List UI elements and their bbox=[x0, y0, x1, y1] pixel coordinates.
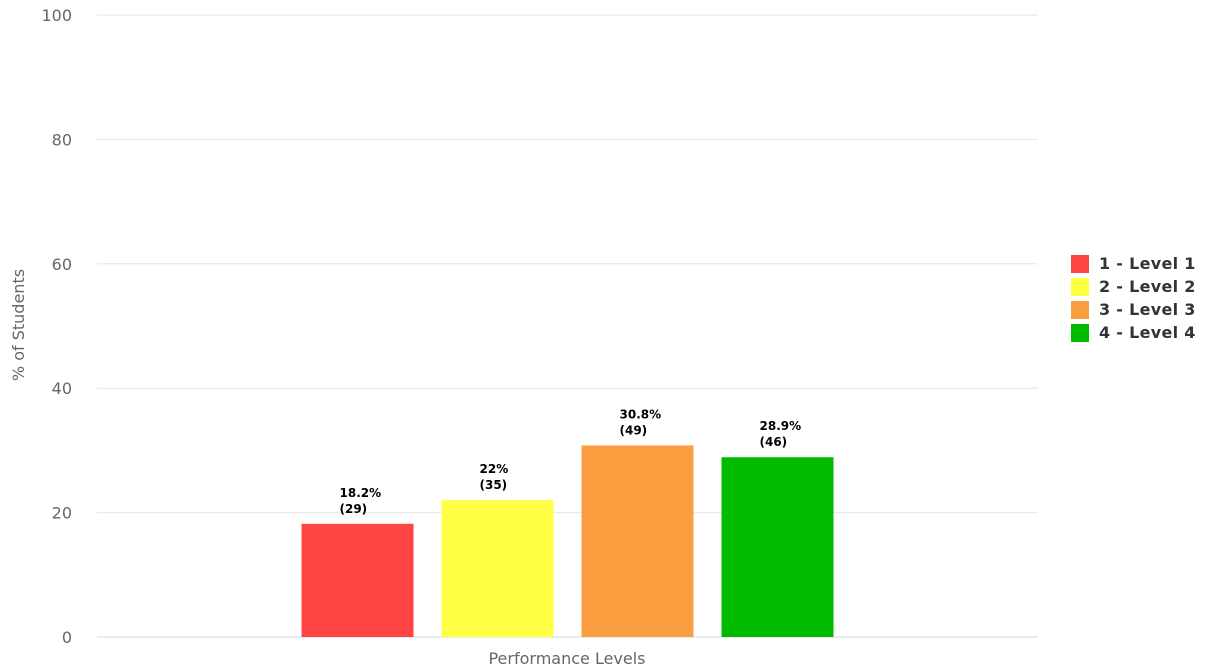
y-tick-label: 80 bbox=[52, 130, 72, 149]
legend-swatch bbox=[1071, 323, 1089, 342]
legend-item-level-4[interactable]: 4 - Level 4 bbox=[1071, 321, 1196, 344]
legend-swatch bbox=[1071, 300, 1089, 319]
legend-label: 3 - Level 3 bbox=[1099, 300, 1196, 319]
legend-item-level-3[interactable]: 3 - Level 3 bbox=[1071, 298, 1196, 321]
y-tick-label: 0 bbox=[62, 628, 72, 647]
bars bbox=[301, 445, 834, 637]
y-axis-title: % of Students bbox=[9, 269, 28, 381]
bar-1[interactable] bbox=[301, 523, 414, 637]
bar-3[interactable] bbox=[581, 445, 694, 637]
legend-label: 4 - Level 4 bbox=[1099, 323, 1196, 342]
legend-label: 2 - Level 2 bbox=[1099, 277, 1196, 296]
y-tick-label: 40 bbox=[52, 379, 72, 398]
legend-swatch bbox=[1071, 277, 1089, 296]
legend-label: 1 - Level 1 bbox=[1099, 254, 1196, 273]
data-label-pct: 22% bbox=[480, 462, 509, 476]
data-label-count: (29) bbox=[340, 502, 368, 516]
data-label-count: (46) bbox=[760, 435, 788, 449]
x-axis-title: Performance Levels bbox=[488, 649, 645, 668]
legend-swatch bbox=[1071, 254, 1089, 273]
data-labels: 18.2% (29) 22% (35) 30.8% (49) 28.9% (46) bbox=[340, 407, 802, 515]
data-label-count: (49) bbox=[620, 423, 648, 437]
y-tick-label: 20 bbox=[52, 504, 72, 523]
gridlines bbox=[97, 14, 1038, 638]
data-label-pct: 18.2% bbox=[340, 486, 382, 500]
data-label-pct: 30.8% bbox=[620, 407, 662, 421]
legend-item-level-2[interactable]: 2 - Level 2 bbox=[1071, 275, 1196, 298]
y-tick-label: 60 bbox=[52, 255, 72, 274]
bar-4[interactable] bbox=[721, 457, 834, 637]
y-axis-ticks: 0 20 40 60 80 100 bbox=[41, 6, 72, 647]
y-tick-label: 100 bbox=[41, 6, 72, 25]
data-label-pct: 28.9% bbox=[760, 419, 802, 433]
data-label-count: (35) bbox=[480, 478, 508, 492]
bar-2[interactable] bbox=[441, 500, 554, 637]
legend: 1 - Level 1 2 - Level 2 3 - Level 3 4 - … bbox=[1071, 252, 1196, 344]
legend-item-level-1[interactable]: 1 - Level 1 bbox=[1071, 252, 1196, 275]
